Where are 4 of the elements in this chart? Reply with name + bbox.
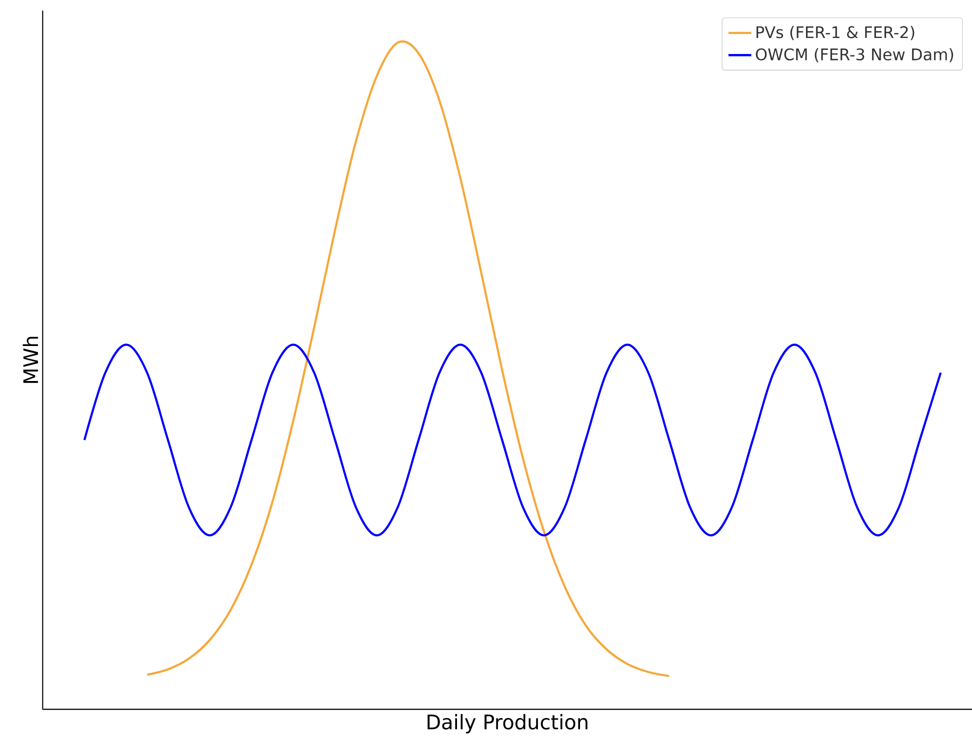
x-axis-title: Daily Production (428, 714, 588, 734)
legend-label: PVs (FER-1 & FER-2) (756, 26, 914, 40)
legend-label: OWCM (FER-3 New Dam) (756, 48, 954, 62)
y-axis-title: MWh (22, 336, 38, 383)
